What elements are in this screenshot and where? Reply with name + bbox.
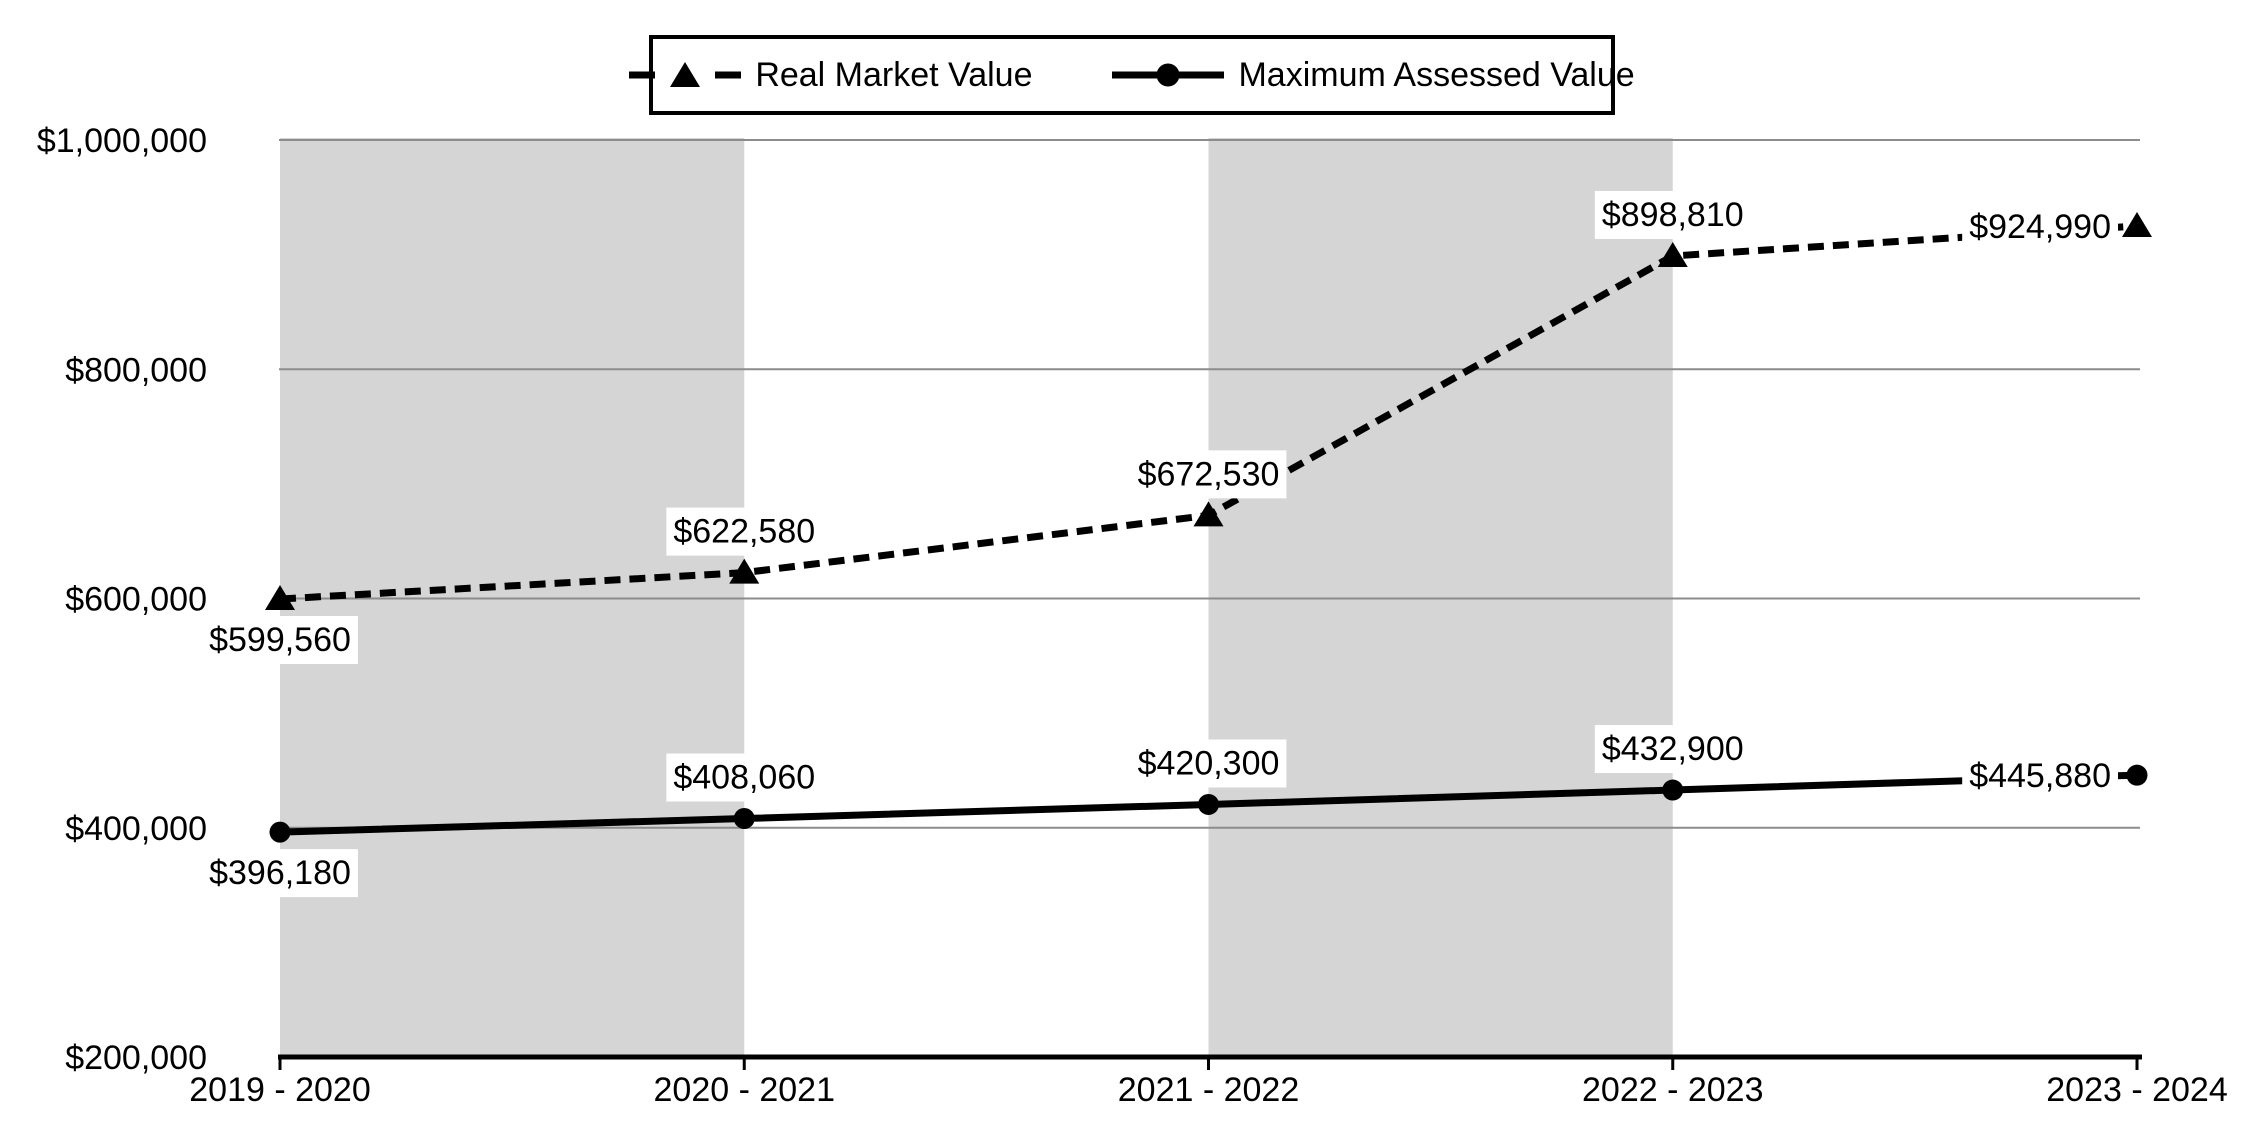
legend-item-maximum-assessed-value: Maximum Assessed Value <box>1112 55 1635 95</box>
x-axis-tick <box>1671 1057 1675 1070</box>
data-label-background <box>1962 752 2118 801</box>
data-label: $672,530 <box>1138 455 1280 493</box>
data-label: $924,990 <box>1969 208 2111 246</box>
data-label: $420,300 <box>1138 744 1280 782</box>
circle-marker <box>733 808 755 830</box>
data-label: $898,810 <box>1602 196 1744 234</box>
data-label-background <box>1962 202 2118 251</box>
legend: Real Market Value Maximum Assessed Value <box>629 35 1635 115</box>
data-label-background <box>1594 725 1751 774</box>
solid-line-circle-marker-icon <box>1112 63 1225 87</box>
legend-label-real-market-value: Real Market Value <box>755 55 1033 94</box>
dashed-line-triangle-marker-icon <box>629 62 742 87</box>
x-tick-label: 2020 - 2021 <box>654 1071 836 1109</box>
triangle-marker <box>729 558 760 584</box>
circle-marker <box>1198 793 1219 815</box>
data-label-background <box>202 616 358 665</box>
x-axis-tick <box>278 1057 282 1070</box>
circle-marker <box>1662 779 1684 801</box>
y-tick-label: $1,000,000 <box>37 122 207 160</box>
data-label: $445,880 <box>1969 757 2111 795</box>
x-tick-label: 2023 - 2024 <box>2046 1071 2228 1109</box>
y-tick-label: $400,000 <box>65 810 207 848</box>
circle-marker <box>269 821 291 843</box>
data-label-background <box>202 849 358 898</box>
y-tick-label: $800,000 <box>65 351 207 389</box>
y-tick-label: $600,000 <box>65 581 207 619</box>
x-tick-label: 2021 - 2022 <box>1118 1071 1300 1109</box>
data-label: $622,580 <box>673 513 815 551</box>
data-label: $432,900 <box>1602 730 1744 768</box>
triangle-marker <box>1193 501 1224 527</box>
x-axis-tick <box>2135 1057 2139 1070</box>
data-label-background <box>1594 190 1751 239</box>
data-label-background <box>1130 739 1287 788</box>
data-label: $599,560 <box>209 621 351 659</box>
x-tick-label: 2019 - 2020 <box>189 1071 371 1109</box>
data-label: $408,060 <box>673 759 815 797</box>
data-label-background <box>1130 450 1287 499</box>
data-label-background <box>666 507 823 556</box>
circle-marker <box>2126 764 2148 786</box>
data-label: $396,180 <box>209 854 351 892</box>
x-tick-label: 2022 - 2023 <box>1582 1071 1764 1109</box>
y-tick-label: $200,000 <box>65 1039 207 1077</box>
legend-label-maximum-assessed-value: Maximum Assessed Value <box>1238 55 1635 94</box>
triangle-marker <box>1657 241 1688 267</box>
x-axis-tick <box>1207 1057 1210 1070</box>
data-label-background <box>666 753 823 802</box>
x-axis-tick <box>742 1057 746 1070</box>
triangle-marker <box>2122 211 2152 237</box>
legend-item-real-market-value: Real Market Value <box>629 56 1032 95</box>
triangle-marker <box>265 585 295 611</box>
